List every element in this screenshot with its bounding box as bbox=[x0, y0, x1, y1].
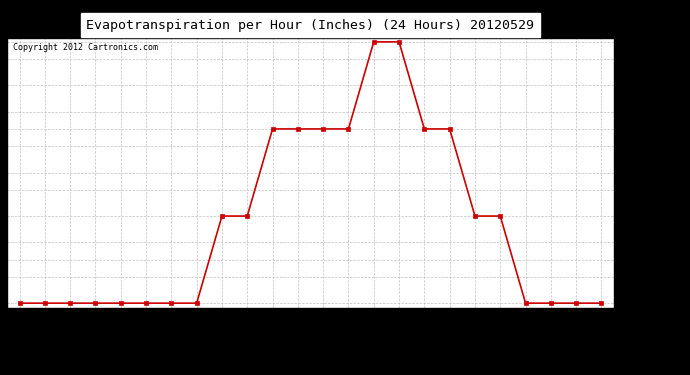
Text: Copyright 2012 Cartronics.com: Copyright 2012 Cartronics.com bbox=[13, 43, 158, 52]
Text: Evapotranspiration per Hour (Inches) (24 Hours) 20120529: Evapotranspiration per Hour (Inches) (24… bbox=[86, 19, 535, 32]
